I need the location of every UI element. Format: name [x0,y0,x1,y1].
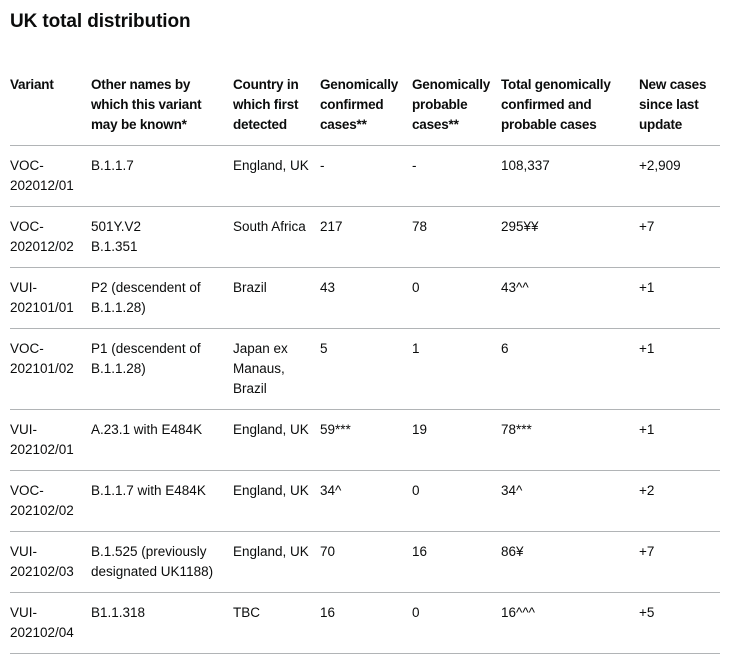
cell-new_cases: +2,909 [639,145,720,207]
cell-probable: 16 [412,531,501,593]
cell-probable: 1 [412,328,501,410]
table-row: VOC-202012/01 B.1.1.7 England, UK - -108,337… [10,145,720,207]
cell-confirmed: - [320,145,412,207]
column-header-new_cases: New cases since last update [639,75,720,146]
cell-probable: 78 [412,206,501,268]
cell-other_names: P2 (descendent of B.1.1.28) [91,267,233,329]
table-row: VOC-202102/02 B.1.1.7 with E484K England, … [10,470,720,532]
cell-new_cases: +2 [639,470,720,532]
cell-country: TBC [233,592,320,654]
cell-country: Brazil [233,267,320,329]
column-header-total: Total genomically confirmed and probable… [501,75,639,146]
table-row: VUI-202102/04 B1.1.318 TBC 16 0 16^^^ +5 [10,592,720,654]
table-row: VOC-202101/02 P1 (descendent of B.1.1.28)… [10,328,720,410]
column-header-other_names: Other names by which this variant may be… [91,75,233,146]
cell-other_names: B.1.1.7 with E484K [91,470,233,532]
cell-country: Japan ex Manaus, Brazil [233,328,320,410]
cell-total: 78*** [501,409,639,471]
cell-confirmed: 70 [320,531,412,593]
table-row: VUI-202101/01 P2 (descendent of B.1.1.28)… [10,267,720,329]
cell-confirmed: 43 [320,267,412,329]
variant-table: Variant Other names by which this variant… [10,75,720,654]
cell-probable: 0 [412,592,501,654]
cell-new_cases: +1 [639,328,720,410]
cell-variant: VOC-202101/02 [10,328,91,410]
cell-total: 86¥ [501,531,639,593]
cell-total: 43^^ [501,267,639,329]
cell-variant: VOC-202012/01 [10,145,91,207]
cell-new_cases: +5 [639,592,720,654]
cell-total: 6 [501,328,639,410]
table-row: VUI-202102/03 B.1.525 (previously designa… [10,531,720,593]
cell-total: 16^^^ [501,592,639,654]
cell-total: 295¥¥ [501,206,639,268]
cell-other_names: B.1.1.7 [91,145,233,207]
column-header-confirmed: Genomically confirmed cases** [320,75,412,146]
cell-new_cases: +7 [639,531,720,593]
column-header-country: Country in which first detected [233,75,320,146]
cell-country: South Africa [233,206,320,268]
cell-other_names: 501Y.V2 B.1.351 [91,206,233,268]
cell-confirmed: 5 [320,328,412,410]
cell-total: 108,337 [501,145,639,207]
cell-country: England, UK [233,409,320,471]
cell-variant: VUI-202102/04 [10,592,91,654]
cell-new_cases: +7 [639,206,720,268]
cell-variant: VOC-202012/02 [10,206,91,268]
column-header-probable: Genomically probable cases** [412,75,501,146]
cell-confirmed: 16 [320,592,412,654]
cell-other_names: B.1.525 (previously designated UK1188) [91,531,233,593]
page-title: UK total distribution [10,11,191,32]
cell-other_names: B1.1.318 [91,592,233,654]
table-row: VUI-202102/01 A.23.1 with E484K England, U… [10,409,720,471]
cell-other_names: P1 (descendent of B.1.1.28) [91,328,233,410]
cell-probable: 0 [412,470,501,532]
column-header-variant: Variant [10,75,91,146]
cell-probable: 19 [412,409,501,471]
cell-confirmed: 34^ [320,470,412,532]
cell-probable: 0 [412,267,501,329]
cell-variant: VUI-202102/01 [10,409,91,471]
cell-confirmed: 59*** [320,409,412,471]
cell-probable: - [412,145,501,207]
cell-country: England, UK [233,470,320,532]
cell-new_cases: +1 [639,409,720,471]
cell-confirmed: 217 [320,206,412,268]
table-header: Variant Other names by which this variant… [10,75,720,146]
cell-other_names: A.23.1 with E484K [91,409,233,471]
cell-country: England, UK [233,531,320,593]
table-row: VOC-202012/02 501Y.V2 B.1.351 South Africa… [10,206,720,268]
cell-variant: VUI-202102/03 [10,531,91,593]
cell-total: 34^ [501,470,639,532]
cell-variant: VUI-202101/01 [10,267,91,329]
cell-variant: VOC-202102/02 [10,470,91,532]
cell-country: England, UK [233,145,320,207]
cell-new_cases: +1 [639,267,720,329]
table-body: VOC-202012/01 B.1.1.7 England, UK - -108,337… [10,145,720,654]
header-row: Variant Other names by which this variant… [10,75,720,146]
